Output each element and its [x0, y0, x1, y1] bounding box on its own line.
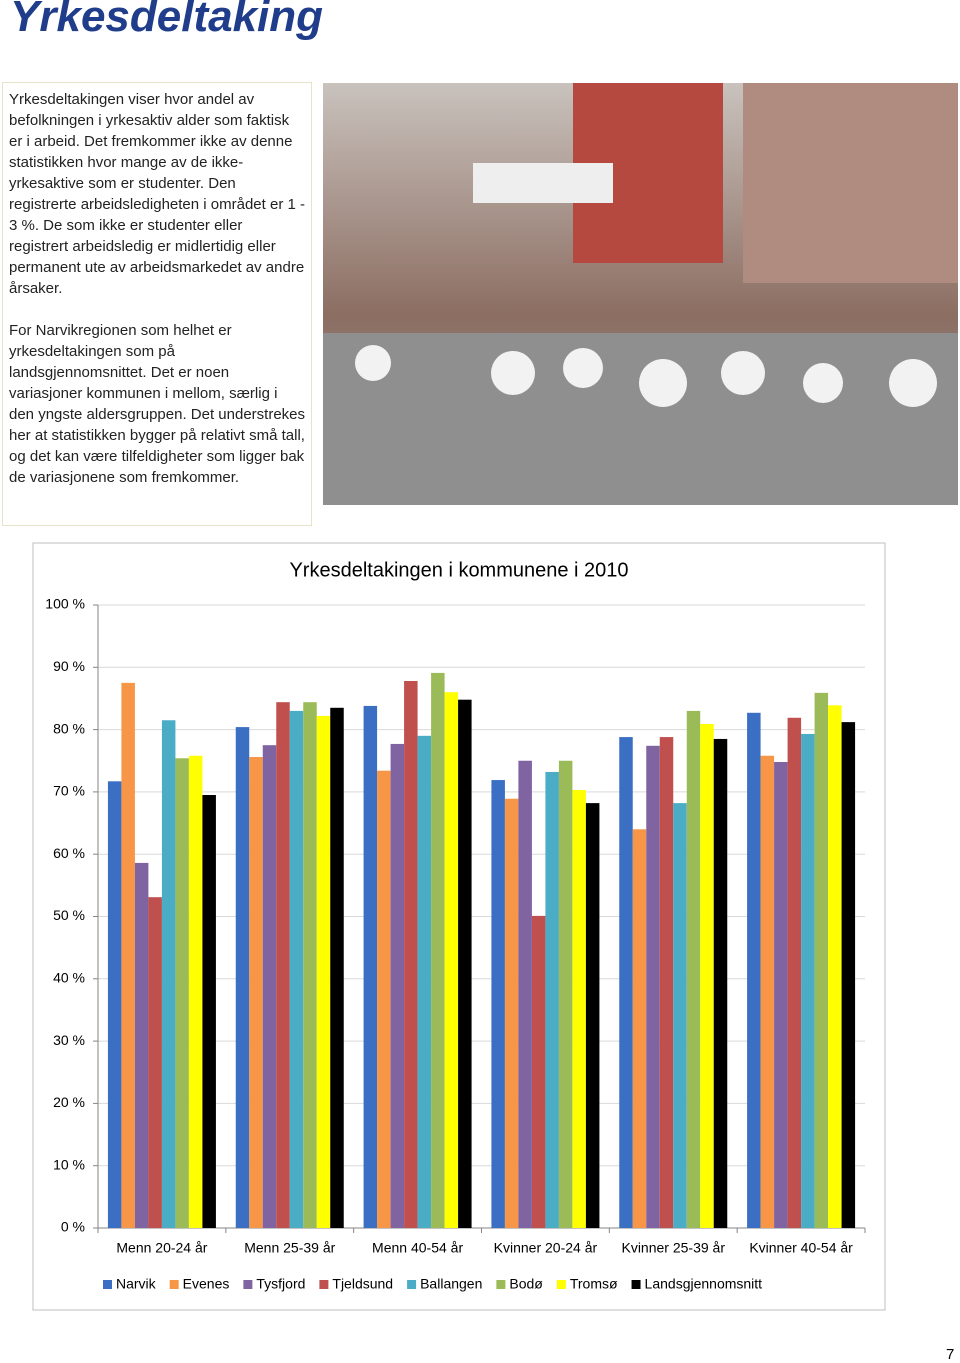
legend-swatch: [407, 1280, 417, 1289]
y-tick-label: 90 %: [53, 658, 85, 674]
bar: [673, 803, 687, 1228]
bar: [107, 781, 122, 1228]
legend-label: Bodø: [509, 1276, 543, 1292]
chart-title: Yrkesdeltakingen i kommunene i 2010: [289, 559, 628, 581]
bar: [377, 770, 391, 1228]
bar: [760, 755, 775, 1228]
bar: [659, 737, 674, 1228]
text-box: Yrkesdeltakingen viser hvor andel av bef…: [2, 82, 312, 526]
legend-label: Landsgjennomsnitt: [645, 1276, 763, 1292]
y-tick-label: 60 %: [53, 845, 85, 861]
bar: [491, 780, 505, 1228]
bar: [572, 790, 586, 1228]
paragraph: Yrkesdeltakingen viser hvor andel av bef…: [9, 91, 305, 297]
bar: [700, 723, 714, 1228]
bar: [518, 760, 532, 1228]
legend-swatch: [243, 1280, 253, 1289]
legend-swatch: [631, 1280, 641, 1289]
bar: [814, 692, 829, 1228]
x-tick-label: Kvinner 25-39 år: [621, 1240, 725, 1256]
y-tick-label: 0 %: [61, 1219, 85, 1235]
legend-label: Narvik: [116, 1276, 157, 1292]
bar: [774, 761, 788, 1228]
bar: [686, 710, 701, 1228]
y-tick-label: 10 %: [53, 1156, 85, 1172]
bar: [175, 758, 189, 1228]
bar: [121, 682, 135, 1228]
bar: [558, 760, 573, 1228]
y-tick-label: 100 %: [45, 596, 85, 612]
bar: [713, 738, 728, 1228]
bar: [316, 715, 331, 1228]
page-title: Yrkesdeltaking: [10, 0, 324, 41]
paragraph: For Narvikregionen som helhet er yrkesde…: [9, 322, 306, 486]
bar: [417, 735, 432, 1228]
bar: [504, 798, 519, 1228]
legend-label: Tromsø: [570, 1276, 618, 1292]
legend-label: Ballangen: [420, 1276, 482, 1292]
bar: [787, 717, 802, 1228]
bar: [747, 712, 761, 1228]
x-tick-label: Menn 40-54 år: [372, 1240, 463, 1256]
legend-swatch: [169, 1280, 179, 1289]
y-tick-label: 80 %: [53, 720, 85, 736]
bar: [202, 795, 216, 1228]
photo: [323, 83, 958, 505]
y-tick-label: 70 %: [53, 783, 85, 799]
x-tick-label: Menn 25-39 år: [244, 1240, 335, 1256]
bar: [276, 702, 290, 1228]
y-tick-label: 50 %: [53, 907, 85, 923]
bar: [390, 743, 405, 1228]
bar: [134, 862, 149, 1228]
bar: [289, 710, 304, 1228]
bar: [249, 757, 263, 1228]
page-number: 7: [946, 1346, 955, 1363]
bar: [531, 915, 546, 1228]
bar: [303, 702, 317, 1228]
bar: [363, 705, 378, 1228]
x-tick-label: Kvinner 40-54 år: [749, 1240, 853, 1256]
bar: [161, 720, 176, 1228]
legend-label: Evenes: [183, 1276, 230, 1292]
y-tick-label: 40 %: [53, 970, 85, 986]
bar: [458, 699, 472, 1228]
bar: [431, 672, 445, 1228]
bar: [619, 737, 633, 1228]
legend-swatch: [496, 1280, 506, 1289]
bar: [841, 722, 856, 1228]
y-tick-label: 20 %: [53, 1094, 85, 1110]
bar: [632, 829, 647, 1228]
bar: [828, 705, 842, 1228]
bar: [801, 733, 815, 1228]
bar: [262, 745, 277, 1228]
legend-swatch: [103, 1280, 112, 1289]
bar: [330, 707, 344, 1228]
y-tick-label: 30 %: [53, 1032, 85, 1048]
bar: [188, 755, 203, 1228]
legend-swatch: [319, 1280, 329, 1289]
legend-label: Tjeldsund: [332, 1276, 393, 1292]
bar: [148, 897, 162, 1228]
bar: [235, 727, 250, 1228]
bar: [404, 681, 418, 1228]
x-tick-label: Menn 20-24 år: [116, 1240, 207, 1256]
bar: [444, 692, 459, 1228]
bar: [545, 771, 559, 1228]
bar: [585, 803, 600, 1228]
legend-swatch: [556, 1280, 566, 1289]
bar: [646, 745, 660, 1228]
legend-label: Tysfjord: [256, 1276, 305, 1292]
x-tick-label: Kvinner 20-24 år: [494, 1240, 598, 1256]
